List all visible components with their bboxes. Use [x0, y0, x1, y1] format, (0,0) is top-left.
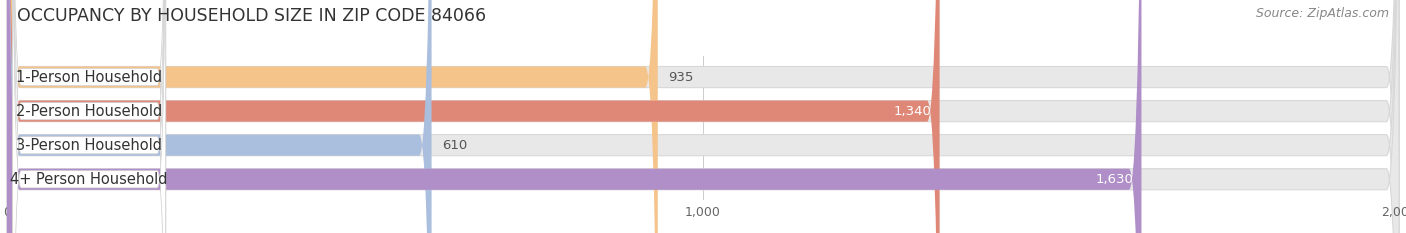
Text: OCCUPANCY BY HOUSEHOLD SIZE IN ZIP CODE 84066: OCCUPANCY BY HOUSEHOLD SIZE IN ZIP CODE … [17, 7, 486, 25]
FancyBboxPatch shape [7, 0, 1399, 233]
FancyBboxPatch shape [7, 0, 432, 233]
FancyBboxPatch shape [13, 0, 166, 233]
FancyBboxPatch shape [13, 0, 166, 233]
Text: 3-Person Household: 3-Person Household [15, 138, 162, 153]
FancyBboxPatch shape [13, 0, 166, 233]
Text: 935: 935 [668, 71, 693, 84]
Text: 2-Person Household: 2-Person Household [15, 104, 162, 119]
Text: Source: ZipAtlas.com: Source: ZipAtlas.com [1256, 7, 1389, 20]
FancyBboxPatch shape [7, 0, 939, 233]
Text: 1,630: 1,630 [1095, 173, 1133, 186]
FancyBboxPatch shape [7, 0, 1142, 233]
FancyBboxPatch shape [7, 0, 1399, 233]
FancyBboxPatch shape [7, 0, 1399, 233]
Text: 4+ Person Household: 4+ Person Household [10, 172, 167, 187]
Text: 610: 610 [441, 139, 467, 152]
FancyBboxPatch shape [7, 0, 1399, 233]
FancyBboxPatch shape [13, 0, 166, 233]
Text: 1,340: 1,340 [893, 105, 931, 118]
Text: 1-Person Household: 1-Person Household [15, 69, 162, 85]
FancyBboxPatch shape [7, 0, 658, 233]
